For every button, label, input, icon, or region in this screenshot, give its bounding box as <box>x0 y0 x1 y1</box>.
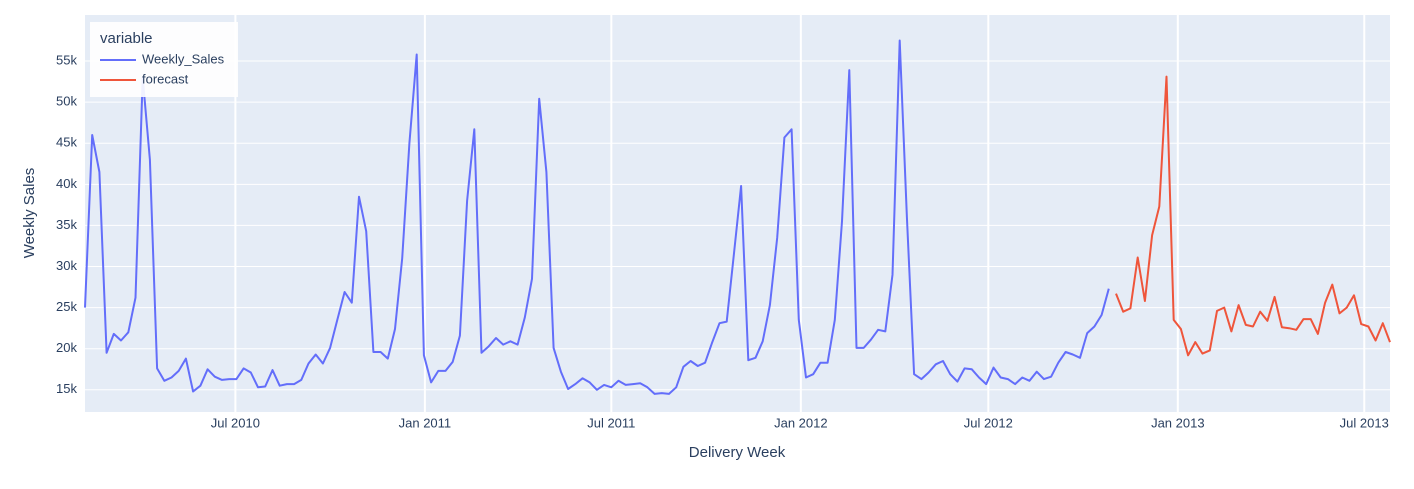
x-tick-label: Jul 2013 <box>1340 415 1389 430</box>
x-tick-label: Jan 2012 <box>774 415 828 430</box>
legend: variable Weekly_Sales forecast <box>90 22 238 97</box>
series-line <box>1115 75 1391 357</box>
x-tick-label: Jan 2013 <box>1151 415 1205 430</box>
y-tick-label: 25k <box>56 299 77 314</box>
y-tick-label: 20k <box>56 340 77 355</box>
legend-title: variable <box>100 30 153 47</box>
y-tick-label: 35k <box>56 217 77 232</box>
y-tick-label: 55k <box>56 52 77 67</box>
lines <box>84 39 1391 395</box>
series-line <box>84 39 1110 395</box>
grid <box>85 15 1390 412</box>
y-tick-label: 15k <box>56 381 77 396</box>
y-tick-label: 40k <box>56 176 77 191</box>
legend-label: Weekly_Sales <box>142 51 225 66</box>
x-axis-title: Delivery Week <box>689 444 786 461</box>
legend-label: forecast <box>142 71 189 86</box>
x-tick-label: Jul 2012 <box>964 415 1013 430</box>
x-tick-label: Jan 2011 <box>399 415 452 430</box>
y-tick-label: 30k <box>56 258 77 273</box>
ticks: 15k 20k 25k 30k 35k 40k 45k 50k 55k Jul 2010 Jan 2… <box>56 52 1389 430</box>
y-tick-label: 50k <box>56 94 77 109</box>
y-axis-title: Weekly Sales <box>21 168 38 259</box>
y-tick-label: 45k <box>56 135 77 150</box>
x-tick-label: Jul 2011 <box>587 415 635 430</box>
x-tick-label: Jul 2010 <box>211 415 260 430</box>
